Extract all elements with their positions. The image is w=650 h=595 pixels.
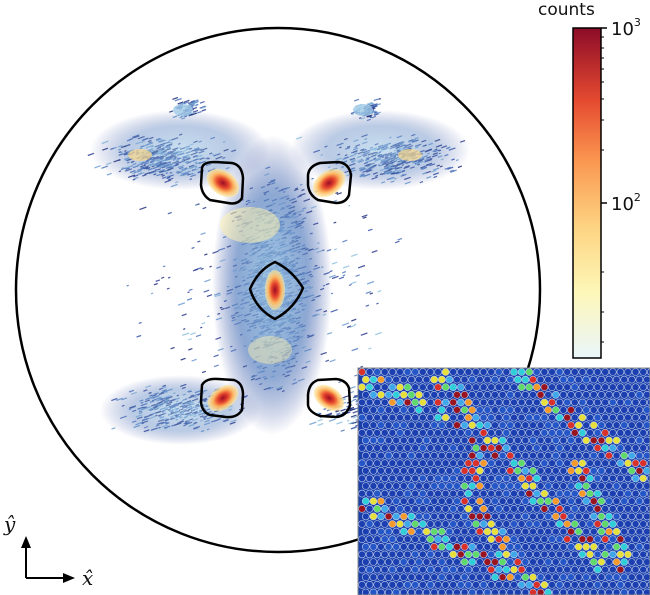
- peak-center: [248, 260, 305, 321]
- colorbar-tick-1000: 103: [611, 16, 641, 40]
- inset-particle-snapshot: [357, 367, 650, 595]
- axis-arrows: [21, 536, 75, 583]
- colorbar-title: counts: [538, 0, 595, 20]
- colorbar-tick-100: 102: [611, 191, 641, 215]
- detector-boundary-circle: [14, 26, 542, 554]
- y-axis-label: ŷ: [4, 512, 16, 536]
- peak-top-right: [306, 160, 353, 205]
- colorbar: [572, 27, 607, 359]
- peak-top-left: [199, 160, 245, 205]
- x-axis-label: x̂: [82, 566, 94, 590]
- peak-bottom-left: [199, 377, 245, 419]
- peak-bottom-right: [306, 377, 352, 419]
